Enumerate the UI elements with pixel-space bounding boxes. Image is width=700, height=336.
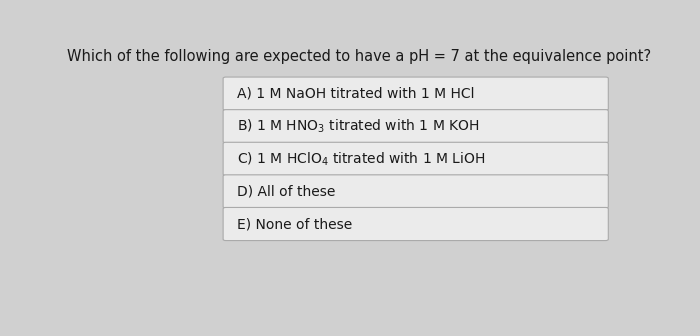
Text: D) All of these: D) All of these bbox=[237, 184, 335, 199]
Text: Which of the following are expected to have a pH = 7 at the equivalence point?: Which of the following are expected to h… bbox=[66, 49, 651, 65]
FancyBboxPatch shape bbox=[223, 207, 608, 241]
Text: C) 1 M HClO$_{4}$ titrated with 1 M LiOH: C) 1 M HClO$_{4}$ titrated with 1 M LiOH bbox=[237, 150, 485, 168]
Text: E) None of these: E) None of these bbox=[237, 217, 352, 231]
Text: A) 1 M NaOH titrated with 1 M HCl: A) 1 M NaOH titrated with 1 M HCl bbox=[237, 87, 474, 100]
Text: B) 1 M HNO$_{3}$ titrated with 1 M KOH: B) 1 M HNO$_{3}$ titrated with 1 M KOH bbox=[237, 118, 480, 135]
FancyBboxPatch shape bbox=[223, 77, 608, 110]
FancyBboxPatch shape bbox=[223, 110, 608, 143]
FancyBboxPatch shape bbox=[223, 175, 608, 208]
FancyBboxPatch shape bbox=[223, 142, 608, 175]
